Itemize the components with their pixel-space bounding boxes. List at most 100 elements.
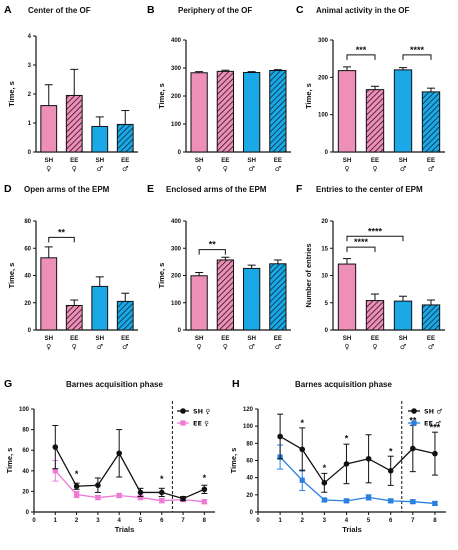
y-tick-label: 20 (24, 301, 31, 307)
data-point[interactable] (410, 499, 416, 505)
panel-g: G Barnes acquisition phase020406080100Tim… (4, 378, 215, 534)
data-point[interactable] (321, 480, 328, 486)
bar[interactable] (421, 304, 441, 331)
data-point[interactable] (432, 450, 438, 457)
y-tick-label: 0 (28, 150, 32, 156)
legend-label: EE ♀ (193, 420, 209, 428)
data-point[interactable] (52, 444, 59, 450)
bar[interactable] (116, 300, 134, 331)
category-sex-label: ♀ (223, 343, 228, 351)
bar[interactable] (393, 300, 413, 331)
data-point[interactable] (116, 450, 122, 457)
category-sex-label: ♀ (72, 165, 77, 173)
bar[interactable] (91, 285, 109, 331)
category-label: EE (70, 157, 78, 164)
data-point[interactable] (343, 498, 350, 504)
category-sex-label: ♂ (400, 343, 406, 351)
legend-marker (180, 420, 186, 426)
data-point[interactable] (137, 494, 144, 501)
y-tick-label: 100 (243, 424, 254, 430)
data-point[interactable] (158, 489, 165, 496)
category-sex-label: ♂ (428, 165, 434, 173)
x-tick-label: 0 (32, 518, 36, 524)
bar[interactable] (65, 94, 83, 153)
category-label: EE (371, 157, 379, 164)
significance-bracket (346, 246, 376, 253)
bar[interactable] (216, 259, 235, 331)
category-label: EE (121, 335, 129, 342)
bar[interactable] (365, 89, 385, 153)
legend-label: EE ♂ (424, 420, 441, 428)
category-label: EE (427, 335, 435, 342)
bar[interactable] (393, 69, 413, 153)
category-sex-label: ♂ (97, 165, 103, 173)
category-label: EE (70, 335, 78, 342)
data-point[interactable] (365, 494, 372, 501)
data-point[interactable] (299, 446, 306, 453)
data-point[interactable] (321, 497, 327, 503)
x-axis-label: Trials (342, 525, 362, 534)
data-point[interactable] (343, 461, 350, 467)
bar[interactable] (190, 275, 208, 331)
bar[interactable] (337, 70, 357, 153)
category-sex-label: ♀ (46, 165, 51, 173)
bar[interactable] (269, 70, 287, 153)
y-tick-label: 200 (171, 274, 182, 280)
bar[interactable] (91, 125, 109, 153)
data-point[interactable] (95, 482, 101, 489)
x-tick-label: 3 (96, 518, 100, 524)
bar[interactable] (421, 91, 441, 153)
category-label: SH (44, 335, 53, 342)
data-point[interactable] (277, 433, 283, 440)
significance-label: ** (58, 227, 66, 237)
data-point[interactable] (180, 495, 186, 502)
x-tick-label: 2 (75, 518, 79, 524)
y-tick-label: 120 (243, 407, 254, 413)
data-point[interactable] (95, 494, 101, 501)
y-tick-label: 1 (28, 121, 32, 127)
data-point[interactable] (159, 498, 165, 504)
data-point[interactable] (137, 489, 144, 496)
data-point[interactable] (73, 483, 80, 490)
data-point[interactable] (387, 468, 394, 474)
data-point[interactable] (201, 499, 207, 505)
y-tick-label: 20 (321, 219, 328, 225)
category-sex-label: ♀ (197, 165, 202, 173)
data-point[interactable] (299, 477, 305, 483)
bar[interactable] (269, 263, 287, 331)
significance-bracket (198, 249, 226, 255)
y-tick-label: 2 (28, 92, 32, 98)
bar[interactable] (242, 71, 261, 153)
panel-letter: B (147, 4, 155, 16)
data-point[interactable] (432, 500, 438, 507)
y-axis-label: Time, s (7, 81, 16, 107)
bar[interactable] (40, 257, 58, 331)
bar[interactable] (116, 123, 134, 153)
data-point[interactable] (52, 468, 58, 474)
category-label: EE (221, 335, 229, 342)
data-point[interactable] (201, 486, 208, 493)
category-label: SH (399, 335, 408, 342)
data-point[interactable] (365, 455, 372, 462)
significance-bracket (346, 235, 404, 242)
x-tick-label: 1 (278, 518, 282, 524)
y-tick-label: 15 (321, 246, 328, 252)
data-point[interactable] (410, 445, 416, 452)
bar[interactable] (40, 105, 58, 153)
bar[interactable] (242, 267, 261, 331)
bar[interactable] (190, 72, 208, 153)
x-tick-label: 2 (301, 518, 305, 524)
category-label: EE (221, 157, 229, 164)
data-point[interactable] (116, 492, 122, 499)
data-point[interactable] (388, 498, 394, 504)
significance-label: * (75, 469, 79, 479)
data-point[interactable] (73, 491, 80, 498)
bar[interactable] (216, 70, 235, 153)
bar[interactable] (365, 300, 385, 331)
legend-marker (411, 420, 417, 426)
bar[interactable] (337, 263, 357, 331)
series-line (54, 470, 205, 503)
bar[interactable] (65, 304, 83, 331)
category-sex-label: ♀ (344, 165, 349, 173)
